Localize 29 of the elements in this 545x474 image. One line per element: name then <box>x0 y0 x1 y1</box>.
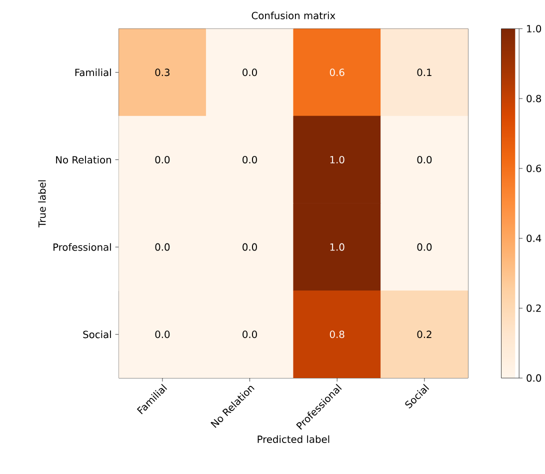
data-label: 0.0 <box>417 243 432 251</box>
data-label: 1.0 <box>330 156 344 164</box>
color-bar-label: 0.8 <box>526 94 542 102</box>
y-axis-title: True label <box>38 180 46 228</box>
data-label: 0.6 <box>330 68 344 76</box>
y-tick-label: Social <box>83 330 111 338</box>
data-label: 0.0 <box>417 156 432 164</box>
x-axis-title: Predicted label <box>258 435 330 443</box>
color-bar-label: 0.4 <box>526 234 542 242</box>
data-label: 0.1 <box>417 68 432 76</box>
color-bar-label: 1.0 <box>527 24 542 32</box>
y-tick-label: No Relation <box>56 156 111 164</box>
data-label: 0.0 <box>155 330 170 338</box>
data-label: 0.0 <box>242 243 257 251</box>
data-label: 0.3 <box>155 68 170 76</box>
data-label: 0.0 <box>242 156 257 164</box>
y-tick-label: Familial <box>75 68 111 76</box>
color-bar-label: 0.6 <box>526 164 542 172</box>
data-label: 1.0 <box>330 243 344 251</box>
data-label: 0.0 <box>242 330 257 338</box>
color-bar-label: 0.2 <box>526 304 541 312</box>
y-tick-label: Professional <box>54 243 111 251</box>
data-label: 0.8 <box>330 330 344 338</box>
color-bar-label: 0.0 <box>526 374 542 382</box>
data-label: 0.0 <box>155 156 170 164</box>
chart-title: Confusion matrix <box>252 12 336 20</box>
data-label: 0.0 <box>242 68 257 76</box>
data-label: 0.2 <box>417 330 432 338</box>
data-label: 0.0 <box>155 243 170 251</box>
